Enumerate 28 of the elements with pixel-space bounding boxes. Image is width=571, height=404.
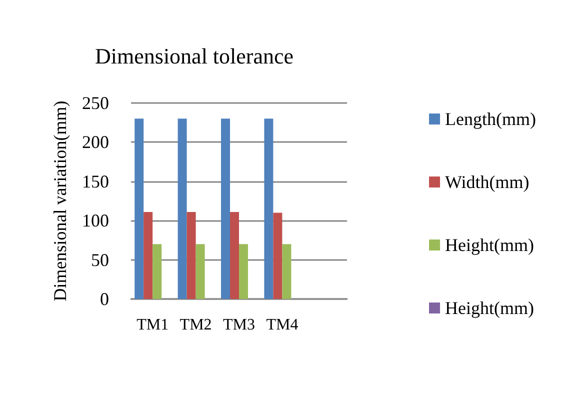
y-tick-label: 100 xyxy=(82,210,109,231)
bar xyxy=(273,212,282,299)
x-tick-label: TM4 xyxy=(266,316,298,334)
y-tick-label: 50 xyxy=(91,250,109,270)
x-tick-label: TM1 xyxy=(136,316,169,334)
x-tick-label: TM3 xyxy=(223,316,255,334)
y-tick-label: 250 xyxy=(82,93,109,113)
x-tick-label: TM2 xyxy=(180,316,212,334)
bar xyxy=(152,244,162,299)
bar xyxy=(230,212,239,299)
y-tick-label: 0 xyxy=(100,289,109,309)
legend-label: Height(mm) xyxy=(445,235,534,255)
y-tick-label: 150 xyxy=(82,171,109,192)
bar xyxy=(186,212,196,299)
bar xyxy=(196,244,205,299)
chart-title: Dimensional tolerance xyxy=(95,44,294,68)
bar xyxy=(134,118,144,299)
legend-label: Length(mm) xyxy=(445,109,536,129)
legend-label: Height(mm) xyxy=(445,298,534,318)
y-axis-title: Dimensional variation(mm) xyxy=(50,100,70,302)
bar xyxy=(178,118,187,299)
bar xyxy=(264,118,274,299)
legend-label: Width(mm) xyxy=(445,172,530,192)
bar xyxy=(282,244,292,299)
bar xyxy=(144,212,153,299)
y-tick-label: 200 xyxy=(82,132,109,152)
bar xyxy=(239,244,248,299)
bar xyxy=(221,118,230,299)
